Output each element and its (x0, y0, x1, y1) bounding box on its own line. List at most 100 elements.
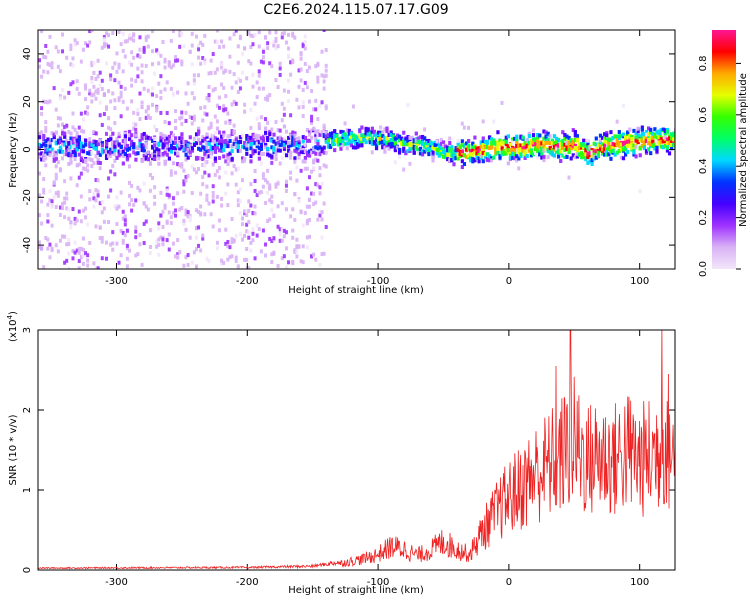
spectrogram-cell (307, 138, 312, 143)
spectrogram-cell (630, 137, 634, 142)
spectrogram-cell (427, 146, 431, 151)
spectrogram-cell (404, 136, 408, 141)
spectrogram-cell (194, 132, 199, 137)
spectrogram-cell (69, 43, 73, 48)
spectrogram-cell (211, 184, 215, 189)
spectrogram-cell (88, 144, 92, 149)
spectrogram-cell (253, 179, 257, 184)
spectrogram-cell (148, 188, 152, 193)
spectrogram-cell (261, 47, 265, 52)
spectrogram-cell (519, 134, 523, 139)
spectrogram-cell (374, 138, 379, 143)
spectrogram-cell (56, 64, 60, 69)
spectrogram-cell (425, 143, 429, 148)
spectrogram-cell (370, 150, 374, 155)
spectrogram-cell (305, 153, 310, 158)
spectrogram-cell (125, 243, 129, 248)
spectrogram-cell (347, 141, 351, 146)
spectrogram-cell (525, 143, 529, 148)
spectrogram-cell (427, 141, 431, 146)
spectrogram-cell (163, 143, 167, 148)
spectrogram-cell (178, 146, 182, 151)
spectrogram-cell (299, 259, 303, 264)
spectrogram-cell (211, 194, 215, 199)
spectrogram-cell (287, 148, 291, 153)
spectrogram-cell (391, 137, 395, 142)
spectrogram-cell (431, 150, 435, 155)
spectrogram-cell (205, 193, 209, 198)
spectrogram-cell (79, 141, 84, 146)
spectrogram-cell (268, 61, 272, 66)
spectrogram-cell (98, 225, 102, 230)
spectrogram-cell (356, 144, 360, 149)
spectrogram-cell (322, 79, 326, 84)
spectrogram-cell (347, 131, 351, 136)
spectrogram-cell (113, 158, 117, 163)
spectrogram-cell (104, 141, 109, 146)
spectrogram-cell (58, 69, 62, 74)
spectrogram-cell (84, 167, 88, 172)
spectrogram-cell (207, 93, 211, 98)
spectrogram-cell (600, 135, 605, 140)
spectrogram-cell (324, 68, 328, 73)
spectrogram-cell (276, 141, 280, 146)
spectrogram-cell (372, 132, 377, 137)
spectrogram-cell (63, 152, 67, 157)
spectrogram-cell (314, 107, 318, 112)
colorbar-gradient (712, 30, 736, 269)
spectrogram-cell (102, 37, 106, 42)
spectrogram-cell (527, 145, 531, 150)
spectrogram-cell (199, 156, 203, 161)
spectrogram-cell (77, 266, 81, 269)
spectrogram-cell (180, 110, 184, 115)
spectrogram-cell (310, 135, 314, 140)
spectrogram-cell (79, 219, 83, 224)
spectrogram-cell (454, 146, 458, 151)
spectrogram-cell (104, 42, 108, 47)
spectrogram-cell (184, 178, 188, 183)
spectrogram-cell (100, 123, 104, 128)
spectrogram-cell (220, 65, 224, 70)
spectrogram-cell (40, 111, 44, 116)
spectrogram-cell (389, 144, 393, 149)
spectrogram-cell (88, 240, 92, 245)
spectrogram-cell (169, 143, 174, 148)
spectrogram-cell (531, 137, 536, 142)
spectrogram-cell (467, 153, 471, 158)
spectrogram-cell (192, 117, 196, 122)
spectrogram-cell (111, 241, 115, 246)
spectrogram-cell (79, 171, 83, 176)
spectrogram-cell (203, 137, 207, 142)
spectrogram-cell (550, 148, 554, 153)
spectrogram-cell (167, 61, 171, 66)
spectrogram-cell (75, 131, 79, 136)
spectrogram-cell (163, 134, 167, 139)
spectrogram-cell (44, 163, 48, 168)
spectrogram-cell (259, 136, 263, 141)
spectrogram-cell (176, 191, 180, 196)
spectrogram-cell (107, 219, 111, 224)
spectrogram-cell (475, 155, 479, 160)
spectrogram-cell (247, 31, 251, 36)
spectrogram-cell (107, 137, 111, 142)
spectrogram-cell (249, 154, 253, 159)
spectrogram-cell (176, 252, 180, 257)
spectrogram-cell (649, 151, 653, 156)
spectrogram-cell (330, 131, 335, 136)
spectrogram-cell (215, 240, 219, 245)
spectrogram-cell (67, 216, 71, 221)
spectrogram-cell (515, 143, 519, 148)
spectrogram-cell (230, 149, 234, 154)
spectrogram-cell (577, 152, 582, 157)
spectrogram-cell (125, 157, 129, 162)
spectrogram-cell (146, 115, 150, 120)
spectrogram-cell (289, 214, 293, 219)
spectrogram-cell (337, 142, 341, 147)
spectrogram-cell (289, 60, 293, 65)
spectrogram-cell (536, 139, 540, 144)
spectrogram-cell (67, 237, 71, 242)
spectrogram-cell (169, 86, 173, 91)
spectrogram-cell (456, 153, 460, 158)
spectrogram-cell (220, 62, 224, 67)
